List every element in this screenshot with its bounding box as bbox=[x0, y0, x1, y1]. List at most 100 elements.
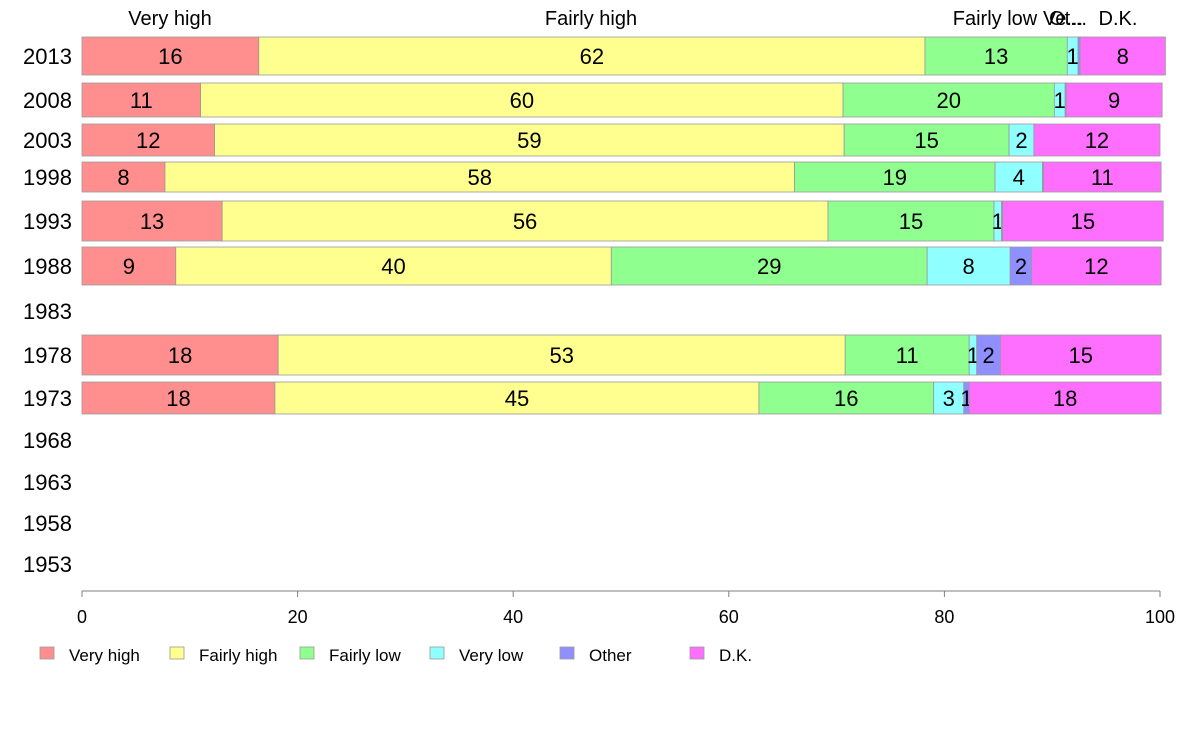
bar-segment bbox=[274, 381, 760, 415]
data-label: 15 bbox=[914, 128, 938, 153]
data-label: 11 bbox=[130, 88, 153, 113]
top-column-label: Very high bbox=[128, 8, 211, 30]
bar-segment bbox=[81, 381, 276, 415]
year-label: 1968 bbox=[23, 428, 72, 453]
year-label: 1988 bbox=[23, 254, 72, 279]
data-label: 40 bbox=[381, 254, 405, 279]
data-label: 59 bbox=[517, 128, 541, 153]
bar-segment bbox=[1033, 123, 1161, 157]
top-column-label: D.K. bbox=[1099, 8, 1138, 30]
year-label: 1993 bbox=[23, 209, 72, 234]
bar-segment bbox=[81, 82, 201, 118]
bar-segment bbox=[81, 246, 177, 286]
bar-segment bbox=[1043, 161, 1162, 193]
legend-label: Very low bbox=[459, 646, 524, 665]
data-label: 60 bbox=[510, 88, 534, 113]
bar-segment bbox=[843, 123, 1010, 157]
data-label: 15 bbox=[899, 209, 923, 234]
bar-segment bbox=[221, 200, 829, 242]
bar-segment bbox=[175, 246, 612, 286]
legend-label: Other bbox=[589, 646, 632, 665]
data-label: 11 bbox=[1091, 165, 1114, 190]
x-tick-label: 40 bbox=[503, 607, 523, 627]
bar-segment bbox=[994, 161, 1043, 193]
top-column-label: Ot... bbox=[1049, 8, 1087, 30]
year-label: 2013 bbox=[23, 44, 72, 69]
top-column-label: Fairly low bbox=[953, 8, 1038, 30]
data-label: 1 bbox=[992, 209, 1004, 234]
legend-label: D.K. bbox=[719, 646, 752, 665]
data-label: 58 bbox=[468, 165, 492, 190]
data-label: 8 bbox=[117, 165, 129, 190]
bar-segment bbox=[1002, 200, 1164, 242]
legend-swatch bbox=[169, 646, 185, 660]
bar-segment bbox=[1008, 123, 1035, 157]
data-label: 29 bbox=[757, 254, 781, 279]
legend-swatch bbox=[299, 646, 315, 660]
data-label: 2 bbox=[982, 343, 994, 368]
legend-label: Very high bbox=[69, 646, 140, 665]
legend-swatch bbox=[429, 646, 445, 660]
year-label: 2008 bbox=[23, 88, 72, 113]
data-label: 12 bbox=[136, 128, 160, 153]
data-label: 19 bbox=[883, 165, 907, 190]
data-label: 9 bbox=[123, 254, 135, 279]
legend-label: Fairly high bbox=[199, 646, 277, 665]
legend-label: Fairly low bbox=[329, 646, 402, 665]
data-label: 53 bbox=[549, 343, 573, 368]
data-label: 16 bbox=[158, 44, 182, 69]
bar-segment bbox=[81, 200, 223, 242]
data-label: 16 bbox=[834, 386, 858, 411]
bar-segment bbox=[968, 381, 1162, 415]
top-column-label: Fairly high bbox=[545, 8, 637, 30]
data-label: 1 bbox=[1054, 88, 1066, 113]
data-label: 12 bbox=[1084, 254, 1108, 279]
top-column-label: Ve... bbox=[1043, 8, 1083, 30]
bar-segment bbox=[1065, 82, 1163, 118]
data-label: 2 bbox=[1015, 128, 1027, 153]
bar-segment bbox=[1000, 334, 1162, 376]
legend-swatch bbox=[39, 646, 55, 660]
data-label: 2 bbox=[1015, 254, 1027, 279]
data-label: 45 bbox=[505, 386, 529, 411]
legend-swatch bbox=[559, 646, 575, 660]
year-label: 1978 bbox=[23, 343, 72, 368]
data-label: 8 bbox=[1117, 44, 1129, 69]
data-label: 11 bbox=[896, 343, 919, 368]
data-label: 4 bbox=[1013, 165, 1025, 190]
bar-segment bbox=[1079, 36, 1166, 76]
x-tick-label: 20 bbox=[288, 607, 308, 627]
x-tick-label: 100 bbox=[1145, 607, 1175, 627]
legend-swatch bbox=[689, 646, 705, 660]
year-label: 1983 bbox=[23, 299, 72, 324]
bar-segment bbox=[214, 123, 845, 157]
data-label: 13 bbox=[984, 44, 1008, 69]
data-label: 20 bbox=[936, 88, 960, 113]
data-label: 3 bbox=[943, 386, 955, 411]
bar-segment bbox=[81, 123, 215, 157]
data-label: 18 bbox=[166, 386, 190, 411]
data-label: 9 bbox=[1108, 88, 1120, 113]
year-label: 1963 bbox=[23, 470, 72, 495]
data-label: 1 bbox=[967, 343, 979, 368]
data-label: 62 bbox=[580, 44, 604, 69]
bar-segment bbox=[200, 82, 844, 118]
data-label: 12 bbox=[1085, 128, 1109, 153]
x-tick-label: 80 bbox=[934, 607, 954, 627]
bar-segment bbox=[933, 381, 965, 415]
data-label: 8 bbox=[963, 254, 975, 279]
x-tick-label: 0 bbox=[77, 607, 87, 627]
year-label: 1958 bbox=[23, 511, 72, 536]
year-label: 2003 bbox=[23, 128, 72, 153]
data-label: 15 bbox=[1071, 209, 1095, 234]
data-label: 56 bbox=[513, 209, 537, 234]
data-label: 18 bbox=[1053, 386, 1077, 411]
bar-segment bbox=[258, 36, 926, 76]
x-tick-label: 60 bbox=[719, 607, 739, 627]
data-label: 13 bbox=[140, 209, 164, 234]
data-label: 18 bbox=[168, 343, 192, 368]
year-label: 1973 bbox=[23, 386, 72, 411]
year-label: 1953 bbox=[23, 552, 72, 577]
